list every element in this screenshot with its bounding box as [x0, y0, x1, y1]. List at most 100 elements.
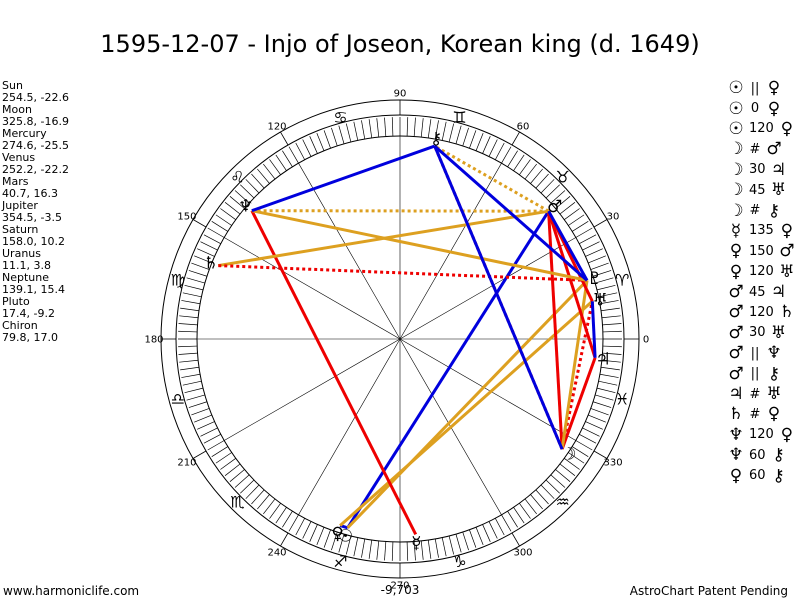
zodiac-sign-glyph: ♊ [452, 108, 466, 127]
site-url: www.harmoniclife.com [3, 584, 140, 598]
ring-tick [234, 190, 250, 204]
ring-tick [420, 540, 424, 560]
spoke-tick [593, 219, 608, 228]
ring-tick [215, 214, 232, 226]
aspect-planet-1: ♂ [728, 322, 744, 343]
aspect-type: 120 [749, 304, 774, 320]
ring-tick [455, 534, 462, 553]
planet-glyph: ♄ [203, 254, 218, 274]
planet-glyph: ♅ [593, 291, 608, 311]
aspect-line [250, 209, 418, 536]
ring-tick [179, 359, 199, 363]
ring-tick [338, 534, 345, 553]
aspect-row: ☽ # ♂ [726, 139, 800, 159]
ring-tick [361, 538, 366, 558]
planet-name: Sun [2, 79, 23, 92]
ring-tick [550, 474, 566, 488]
spoke-tick [593, 450, 608, 459]
ring-tick [501, 146, 512, 164]
aspect-planet-2: ⚷ [767, 200, 781, 221]
aspect-planet-1: ♀ [729, 465, 743, 486]
bottom-value: -9,703 [381, 583, 420, 597]
aspect-row: ☽ # ⚷ [726, 200, 800, 221]
aspect-row: ♀ 120 ♅ [726, 262, 800, 282]
aspect-planet-1: ☽ [728, 180, 744, 201]
degree-label: 150 [177, 212, 196, 223]
ring-tick [186, 277, 205, 284]
aspect-line [560, 357, 597, 450]
aspect-row: ☉ 120 ♀ [726, 119, 800, 139]
ring-tick [182, 380, 202, 386]
zodiac-sign-glyph: ♉ [555, 167, 569, 186]
ring-tick [475, 133, 484, 151]
degree-label: 60 [517, 121, 530, 132]
degree-label: 270 [390, 581, 409, 592]
ring-tick [602, 323, 622, 326]
ring-tick [391, 117, 394, 137]
ring-tick [368, 119, 373, 139]
ring-tick [434, 538, 439, 558]
ring-tick [345, 123, 352, 143]
ring-tick [353, 121, 359, 141]
aspect-row: ♃ # ♅ [726, 384, 800, 404]
aspect-type: 60 [749, 468, 766, 484]
aspect-row: ♆ 60 ⚷ [726, 445, 800, 465]
planet-coords: 325.8, -16.9 [2, 115, 69, 128]
ring-tick [245, 484, 260, 499]
aspect-row: ♂ || ⚷ [726, 363, 800, 384]
ring-tick [568, 214, 585, 226]
ring-tick [257, 168, 270, 184]
ring-tick [245, 179, 260, 194]
ring-tick [338, 125, 345, 144]
ring-tick [595, 394, 614, 401]
ring-tick [323, 130, 331, 149]
ring-tick [200, 427, 218, 437]
aspect-row: ☽ 45 ♅ [726, 180, 800, 200]
ring-tick [188, 270, 208, 277]
ring-tick [488, 139, 498, 157]
spoke-line [298, 338, 401, 515]
ring-tick [600, 307, 620, 312]
aspect-planet-1: ☽ [728, 159, 744, 180]
ring-tick [501, 514, 512, 532]
ring-tick [564, 458, 580, 470]
aspect-planet-1: ♂ [728, 302, 744, 323]
ring-tick [575, 227, 593, 238]
aspect-row: ☉ 0 ♀ [726, 98, 800, 119]
ring-tick [182, 292, 202, 298]
ring-tick [545, 184, 560, 199]
ring-tick [203, 433, 221, 444]
ring-tick [600, 366, 620, 371]
planet-coords: 254.5, -22.6 [2, 91, 69, 104]
planet-glyph: ☉ [338, 527, 353, 547]
ring-tick [282, 150, 293, 168]
ring-tick [535, 173, 549, 189]
patent-notice: AstroChart Patent Pending [629, 584, 788, 598]
ring-tick [184, 387, 204, 394]
ring-tick [494, 518, 505, 536]
ring-tick [601, 359, 621, 363]
aspect-type: 45 [749, 284, 766, 300]
ring-tick [579, 234, 597, 245]
aspect-row: ♂ 30 ♅ [726, 323, 800, 343]
aspect-row: ♂ 120 ♄ [726, 302, 800, 322]
ring-tick [180, 307, 200, 312]
ring-tick [288, 146, 299, 164]
ring-tick [599, 300, 619, 305]
ring-tick [507, 510, 518, 528]
aspect-planet-2: ♀ [780, 220, 794, 241]
aspect-planet-1: ♀ [729, 261, 743, 282]
planet-coords: 139.1, 15.4 [2, 283, 65, 296]
aspect-planet-2: ♃ [770, 282, 787, 303]
aspect-type: 30 [749, 162, 766, 178]
ring-tick [188, 401, 208, 408]
aspect-planet-1: ☽ [728, 139, 744, 160]
ring-tick [601, 315, 621, 319]
planet-name: Mercury [2, 127, 47, 140]
degree-label: 210 [177, 458, 196, 469]
aspect-planet-1: ♂ [728, 343, 744, 364]
ring-tick [513, 154, 525, 171]
ring-tick [275, 507, 287, 524]
aspect-row: ♀ 150 ♂ [726, 241, 800, 261]
ring-tick [598, 292, 618, 298]
